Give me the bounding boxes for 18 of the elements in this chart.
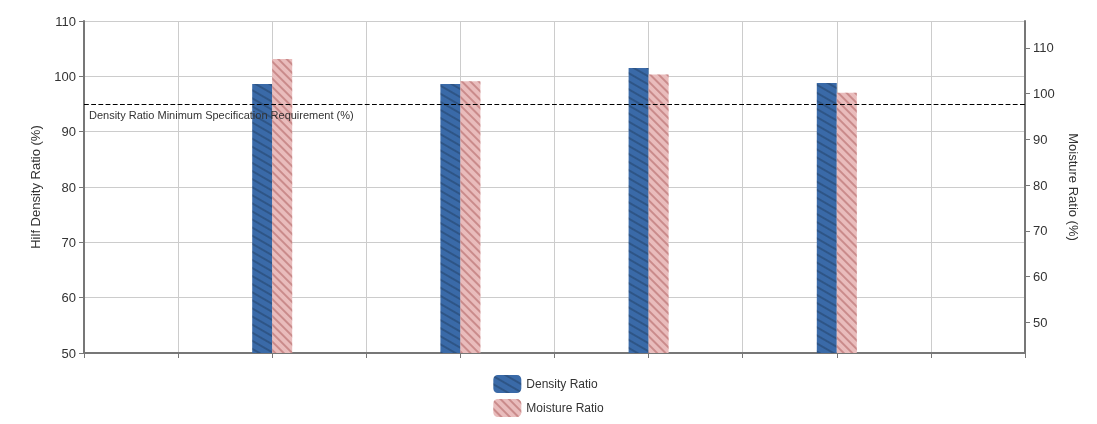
y-tick-label: 100	[54, 68, 76, 84]
y2-tick-label: 50	[1033, 314, 1048, 330]
y2-axis-title: Moisture Ratio (%)	[1066, 133, 1081, 241]
y2-tick-label: 70	[1033, 223, 1048, 239]
y2-tick-label: 80	[1033, 177, 1048, 193]
y-axis-title: Hilf Density Ratio (%)	[28, 125, 43, 249]
legend-label: Moisture Ratio	[526, 401, 605, 415]
y-tick-label: 80	[61, 179, 76, 195]
y-tick-label: 60	[61, 290, 76, 306]
y2-tick-label: 60	[1033, 269, 1048, 285]
y2-tick-label: 100	[1033, 86, 1055, 102]
y-tick-label: 70	[61, 234, 76, 250]
y-tick-label: 110	[55, 13, 76, 29]
legend-label: Density Ratio	[526, 377, 599, 391]
y2-tick-label: 90	[1033, 131, 1048, 147]
y2-tick-label: 110	[1033, 40, 1054, 56]
y-tick-label: 90	[61, 124, 76, 140]
y-tick-label: 50	[61, 345, 76, 361]
